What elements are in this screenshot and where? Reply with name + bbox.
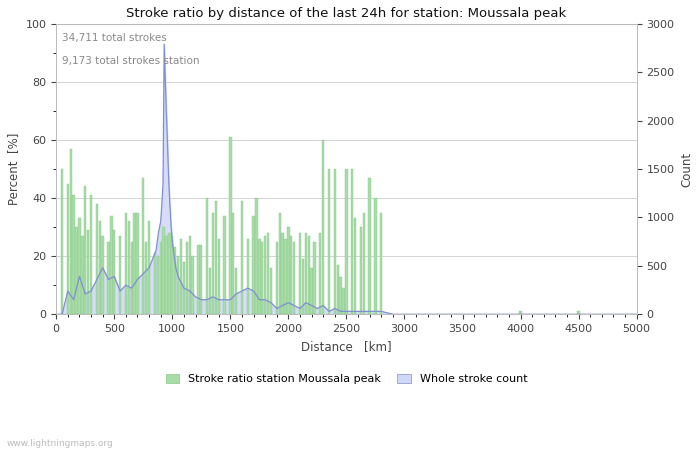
Bar xyxy=(270,268,272,314)
Bar xyxy=(200,244,202,314)
Bar xyxy=(290,236,293,314)
Bar xyxy=(180,239,182,314)
Bar xyxy=(78,218,81,314)
Bar xyxy=(337,265,339,314)
Bar xyxy=(177,256,179,314)
Bar xyxy=(229,137,232,314)
Bar xyxy=(264,236,266,314)
Legend: Stroke ratio station Moussala peak, Whole stroke count: Stroke ratio station Moussala peak, Whol… xyxy=(161,369,532,388)
Bar xyxy=(87,230,90,314)
Bar xyxy=(134,213,136,314)
Bar xyxy=(334,169,336,314)
Bar xyxy=(322,140,324,314)
Y-axis label: Count: Count xyxy=(680,152,693,187)
Bar xyxy=(360,227,362,314)
Bar xyxy=(130,242,133,314)
Y-axis label: Percent  [%]: Percent [%] xyxy=(7,133,20,205)
Bar xyxy=(256,198,258,314)
Bar xyxy=(183,262,185,314)
Bar xyxy=(218,239,220,314)
Bar xyxy=(351,169,354,314)
Bar xyxy=(206,198,209,314)
Bar xyxy=(340,276,342,314)
Bar xyxy=(380,213,382,314)
Bar xyxy=(145,242,147,314)
Bar xyxy=(102,236,104,314)
Bar xyxy=(345,169,348,314)
Bar xyxy=(267,233,270,314)
Bar xyxy=(368,178,371,314)
Bar xyxy=(578,311,580,314)
Bar xyxy=(81,236,83,314)
Bar xyxy=(73,195,75,314)
Text: 9,173 total strokes station: 9,173 total strokes station xyxy=(62,56,200,66)
Bar xyxy=(363,213,365,314)
Bar xyxy=(281,233,284,314)
Bar xyxy=(261,242,263,314)
Bar xyxy=(110,216,113,314)
Text: 34,711 total strokes: 34,711 total strokes xyxy=(62,32,167,43)
Bar xyxy=(125,213,127,314)
Bar xyxy=(197,244,199,314)
Bar xyxy=(192,256,194,314)
Bar xyxy=(142,178,144,314)
Bar xyxy=(258,239,260,314)
Bar xyxy=(168,233,171,314)
Bar xyxy=(328,169,330,314)
Bar xyxy=(209,268,211,314)
Bar xyxy=(76,227,78,314)
Bar xyxy=(113,230,116,314)
Bar xyxy=(136,213,139,314)
Bar xyxy=(171,236,174,314)
Bar xyxy=(374,198,377,314)
Bar xyxy=(304,233,307,314)
Bar xyxy=(342,288,344,314)
Bar xyxy=(284,239,287,314)
Bar xyxy=(154,253,156,314)
Bar xyxy=(519,311,522,314)
Bar xyxy=(84,186,86,314)
Bar xyxy=(319,233,321,314)
Bar xyxy=(276,242,278,314)
Bar xyxy=(99,221,101,314)
Bar xyxy=(311,268,313,314)
Bar xyxy=(223,216,225,314)
Bar xyxy=(354,218,356,314)
Bar xyxy=(253,216,255,314)
Bar xyxy=(119,236,121,314)
Title: Stroke ratio by distance of the last 24h for station: Moussala peak: Stroke ratio by distance of the last 24h… xyxy=(126,7,566,20)
Bar xyxy=(90,195,92,314)
Bar xyxy=(188,236,191,314)
Bar xyxy=(241,201,243,314)
Bar xyxy=(186,242,188,314)
Bar xyxy=(279,213,281,314)
Bar xyxy=(293,242,295,314)
Bar xyxy=(212,213,214,314)
Bar xyxy=(162,227,164,314)
Bar xyxy=(232,213,234,314)
Bar xyxy=(235,268,237,314)
Bar xyxy=(215,201,217,314)
Bar xyxy=(127,221,130,314)
Bar xyxy=(96,204,98,314)
Bar xyxy=(148,221,150,314)
Bar xyxy=(165,236,168,314)
Bar xyxy=(69,149,72,314)
Text: www.lightningmaps.org: www.lightningmaps.org xyxy=(7,439,113,448)
Bar xyxy=(160,242,162,314)
Bar xyxy=(66,184,69,314)
Bar xyxy=(157,256,159,314)
Bar xyxy=(246,239,249,314)
Bar xyxy=(299,233,301,314)
Bar xyxy=(302,259,304,314)
Bar xyxy=(314,242,316,314)
Bar xyxy=(307,236,310,314)
Bar xyxy=(61,169,63,314)
Bar xyxy=(174,248,176,314)
Bar xyxy=(287,227,290,314)
X-axis label: Distance   [km]: Distance [km] xyxy=(301,340,392,352)
Bar xyxy=(107,242,110,314)
